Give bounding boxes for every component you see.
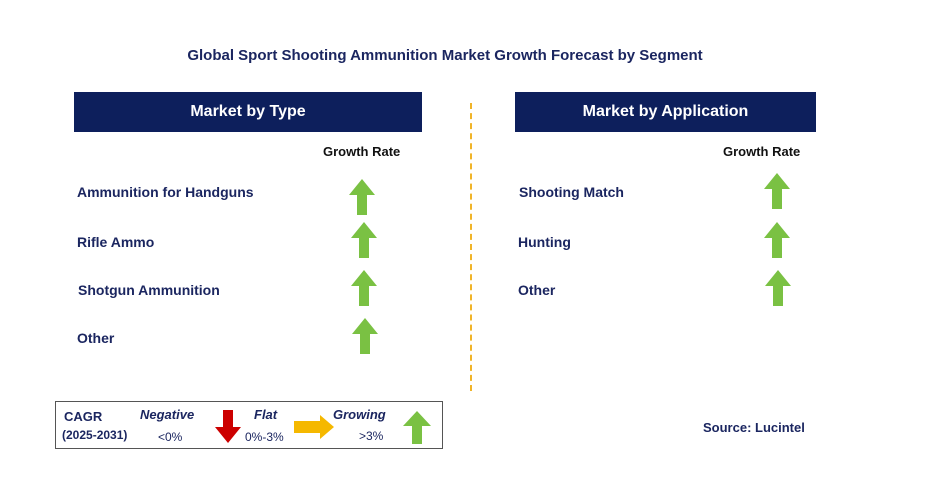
growing-arrow-icon [765,270,791,306]
cagr-label: CAGR [64,409,103,424]
application-growth-rate-label: Growth Rate [723,144,801,159]
page-title: Global Sport Shooting Ammunition Market … [187,47,703,64]
flat-label: Flat [254,407,278,422]
source-note: Source: Lucintel [703,420,805,435]
growing-range: >3% [359,429,384,443]
market-by-application-header: Market by Application [515,92,816,132]
growing-arrow-icon [351,270,377,306]
type-growth-rate-label: Growth Rate [323,144,401,159]
application-item-label: Other [518,282,556,298]
growing-arrow-icon [764,173,790,209]
market-by-type-header: Market by Type [74,92,422,132]
cagr-period: (2025-2031) [62,428,128,442]
growing-arrow-icon [764,222,790,258]
type-item-label: Shotgun Ammunition [78,282,220,298]
negative-label: Negative [140,407,195,422]
cagr-legend: CAGR (2025-2031) Negative <0% Flat 0%-3%… [55,401,443,449]
type-item-label: Ammunition for Handguns [77,184,254,200]
type-item-label: Rifle Ammo [77,234,155,250]
growing-arrow-icon [352,318,378,354]
growing-label: Growing [333,407,386,422]
growing-arrow-icon [403,411,431,444]
application-item-label: Hunting [518,234,571,250]
negative-range: <0% [158,430,183,444]
type-item-label: Other [77,330,115,346]
growing-arrow-icon [351,222,377,258]
application-item-label: Shooting Match [519,184,624,200]
panel-divider [470,103,472,391]
growing-arrow-icon [349,179,375,215]
flat-range: 0%-3% [245,430,284,444]
negative-arrow-icon [215,410,241,443]
flat-arrow-icon [294,415,334,439]
